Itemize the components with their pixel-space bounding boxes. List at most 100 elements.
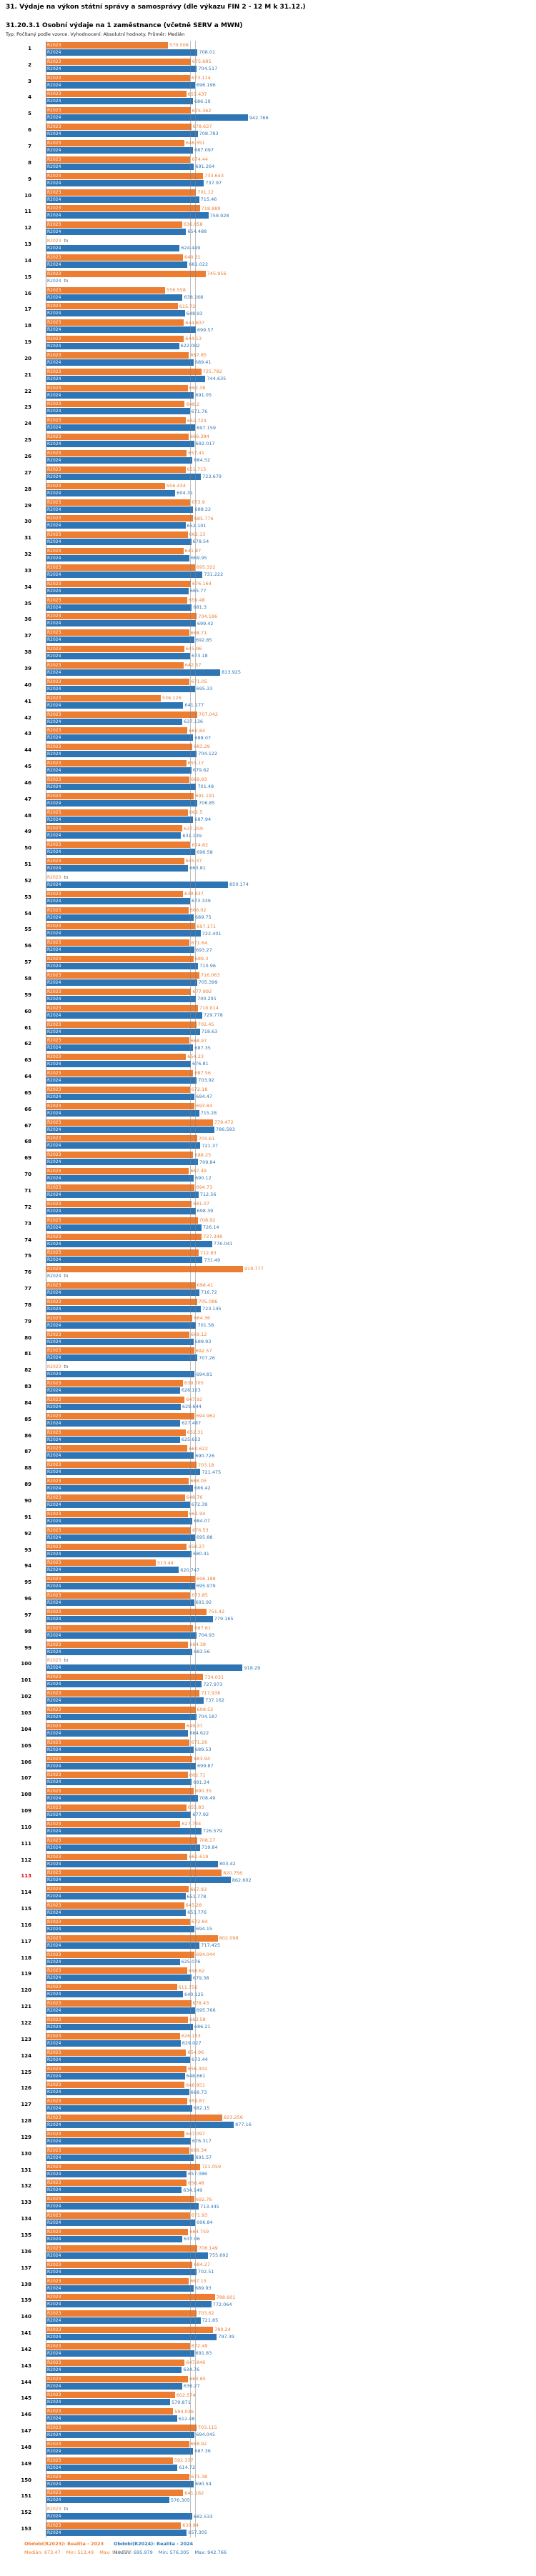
- bar-s2024[interactable]: R2024: [46, 734, 194, 742]
- bar-s2023[interactable]: R2023: [46, 1119, 213, 1126]
- bar-s2023[interactable]: R2023: [46, 2359, 185, 2366]
- bar-s2024[interactable]: R2024: [46, 685, 195, 692]
- bar-s2024[interactable]: R2024: [46, 1175, 194, 1182]
- bar-s2023[interactable]: R2023: [46, 1739, 190, 1746]
- bar-s2024[interactable]: R2024: [46, 506, 194, 513]
- bar-s2023[interactable]: R2023: [46, 1184, 195, 1191]
- bar-s2023[interactable]: R2023: [46, 858, 184, 865]
- bar-s2024[interactable]: R2024: [46, 49, 198, 56]
- bar-s2024[interactable]: R2024: [46, 2268, 197, 2275]
- bar-s2023[interactable]: R2023: [46, 1706, 196, 1713]
- bar-s2024[interactable]: R2024: [46, 881, 229, 888]
- bar-s2023[interactable]: R2023: [46, 1886, 189, 1893]
- bar-s2023[interactable]: R2023: [46, 450, 187, 457]
- bar-s2024[interactable]: R2024: [46, 1517, 193, 1524]
- bar-s2024[interactable]: R2024: [46, 163, 194, 170]
- bar-s2024[interactable]: R2024: [46, 1012, 202, 1019]
- bar-s2023[interactable]: R2023: [46, 286, 165, 294]
- bar-s2023[interactable]: R2023: [46, 2147, 189, 2154]
- bar-s2023[interactable]: R2023: [46, 792, 194, 799]
- bar-s2024[interactable]: R2024: [46, 865, 189, 872]
- bar-s2023[interactable]: R2023: [46, 1559, 157, 1567]
- bar-s2024[interactable]: R2024: [46, 1648, 193, 1655]
- bar-s2024[interactable]: R2024: [46, 1452, 194, 1459]
- bar-s2024[interactable]: R2024: [46, 799, 198, 807]
- bar-s2024[interactable]: R2024: [46, 767, 192, 774]
- bar-s2023[interactable]: R2023: [46, 417, 186, 424]
- bar-s2024[interactable]: R2024: [46, 555, 189, 562]
- bar-s2023[interactable]: R2023: [46, 809, 188, 816]
- bar-s2024[interactable]: R2024: [46, 2089, 189, 2096]
- bar-s2023[interactable]: R2023: [46, 2212, 190, 2220]
- bar-s2023[interactable]: R2023: [46, 1152, 194, 1159]
- bar-s2024[interactable]: R2024: [46, 114, 248, 121]
- bar-s2023[interactable]: R2023: [46, 2261, 193, 2268]
- bar-s2023[interactable]: R2023: [46, 2310, 197, 2317]
- bar-s2024[interactable]: R2024: [46, 1436, 180, 1443]
- bar-s2023[interactable]: R2023: [46, 1820, 181, 1827]
- bar-s2023[interactable]: R2023: [46, 1624, 194, 1632]
- bar-s2024[interactable]: R2024: [46, 1599, 194, 1607]
- bar-s2023[interactable]: R2023: [46, 2065, 187, 2072]
- bar-s2023[interactable]: R2023: [46, 711, 198, 718]
- bar-s2024[interactable]: R2024: [46, 1991, 184, 1998]
- legend-entry-2024[interactable]: Období(R2024): Realita - 2024: [114, 2541, 194, 2547]
- bar-s2024[interactable]: R2024: [46, 1371, 195, 1378]
- bar-s2024[interactable]: R2024: [46, 2432, 195, 2439]
- bar-s2023[interactable]: R2023: [46, 124, 192, 131]
- bar-s2024[interactable]: R2024: [46, 1681, 202, 1688]
- bar-s2023[interactable]: R2023: [46, 254, 184, 261]
- bar-s2023[interactable]: R2023: [46, 58, 191, 65]
- bar-s2023[interactable]: R2023: [46, 1576, 195, 1583]
- bar-s2024[interactable]: R2024: [46, 212, 209, 219]
- bar-s2023[interactable]: R2023: [46, 2473, 190, 2480]
- bar-s2023[interactable]: R2023: [46, 1804, 187, 1812]
- bar-s2023[interactable]: R2023: [46, 1641, 189, 1648]
- bar-s2024[interactable]: R2024: [46, 1844, 200, 1851]
- bar-s2023[interactable]: R2023: [46, 2457, 173, 2464]
- bar-s2023[interactable]: R2023: [46, 1200, 192, 1207]
- bar-s2023[interactable]: R2023: [46, 2032, 180, 2040]
- bar-s2023[interactable]: R2023: [46, 319, 184, 326]
- bar-s2024[interactable]: R2024: [46, 1583, 195, 1590]
- bar-s2024[interactable]: R2024: [46, 2301, 212, 2308]
- bar-s2023[interactable]: R2023: [46, 156, 191, 163]
- bar-s2024[interactable]: R2024: [46, 1142, 201, 1149]
- bar-s2023[interactable]: R2023: [46, 1233, 202, 1240]
- bar-s2023[interactable]: R2023: [46, 2180, 187, 2187]
- bar-s2023[interactable]: R2023: [46, 368, 202, 375]
- bar-s2023[interactable]: R2023: [46, 988, 192, 995]
- bar-s2023[interactable]: R2023: [46, 2408, 174, 2415]
- bar-s2024[interactable]: R2024: [46, 1909, 187, 1917]
- bar-s2023[interactable]: R2023: [46, 1951, 195, 1958]
- bar-s2024[interactable]: R2024: [46, 2235, 183, 2242]
- bar-s2023[interactable]: R2023: [46, 1608, 207, 1615]
- bar-s2024[interactable]: R2024: [46, 2366, 182, 2373]
- bar-s2024[interactable]: R2024: [46, 897, 190, 904]
- bar-s2024[interactable]: R2024: [46, 229, 187, 236]
- bar-s2023[interactable]: R2023: [46, 744, 192, 751]
- bar-s2024[interactable]: R2024: [46, 1354, 198, 1362]
- bar-s2024[interactable]: R2024: [46, 2056, 191, 2063]
- bar-s2024[interactable]: R2024: [46, 718, 183, 725]
- bar-s2023[interactable]: R2023: [46, 760, 187, 767]
- bar-s2024[interactable]: R2024: [46, 1109, 199, 1117]
- bar-s2023[interactable]: R2023: [46, 2196, 194, 2203]
- bar-s2023[interactable]: R2023: [46, 1510, 188, 1517]
- bar-s2023[interactable]: R2023: [46, 351, 189, 359]
- bar-s2023[interactable]: R2023: [46, 482, 165, 489]
- bar-s2024[interactable]: R2024: [46, 620, 196, 627]
- bar-s2024[interactable]: R2024: [46, 1925, 195, 1932]
- bar-s2024[interactable]: R2024: [46, 702, 184, 709]
- bar-s2024[interactable]: R2024: [46, 2415, 177, 2422]
- bar-s2023[interactable]: R2023: [46, 1690, 200, 1697]
- bar-s2023[interactable]: R2023: [46, 2163, 201, 2170]
- bar-s2024[interactable]: R2024: [46, 1469, 201, 1476]
- bar-s2024[interactable]: R2024: [46, 2497, 169, 2504]
- bar-s2024[interactable]: R2024: [46, 1485, 193, 1492]
- bar-s2024[interactable]: R2024: [46, 914, 194, 921]
- bar-s2023[interactable]: R2023: [46, 1086, 190, 1093]
- bar-s2024[interactable]: R2024: [46, 2122, 234, 2129]
- bar-s2023[interactable]: R2023: [46, 1478, 189, 1485]
- bar-s2023[interactable]: R2023: [46, 842, 191, 849]
